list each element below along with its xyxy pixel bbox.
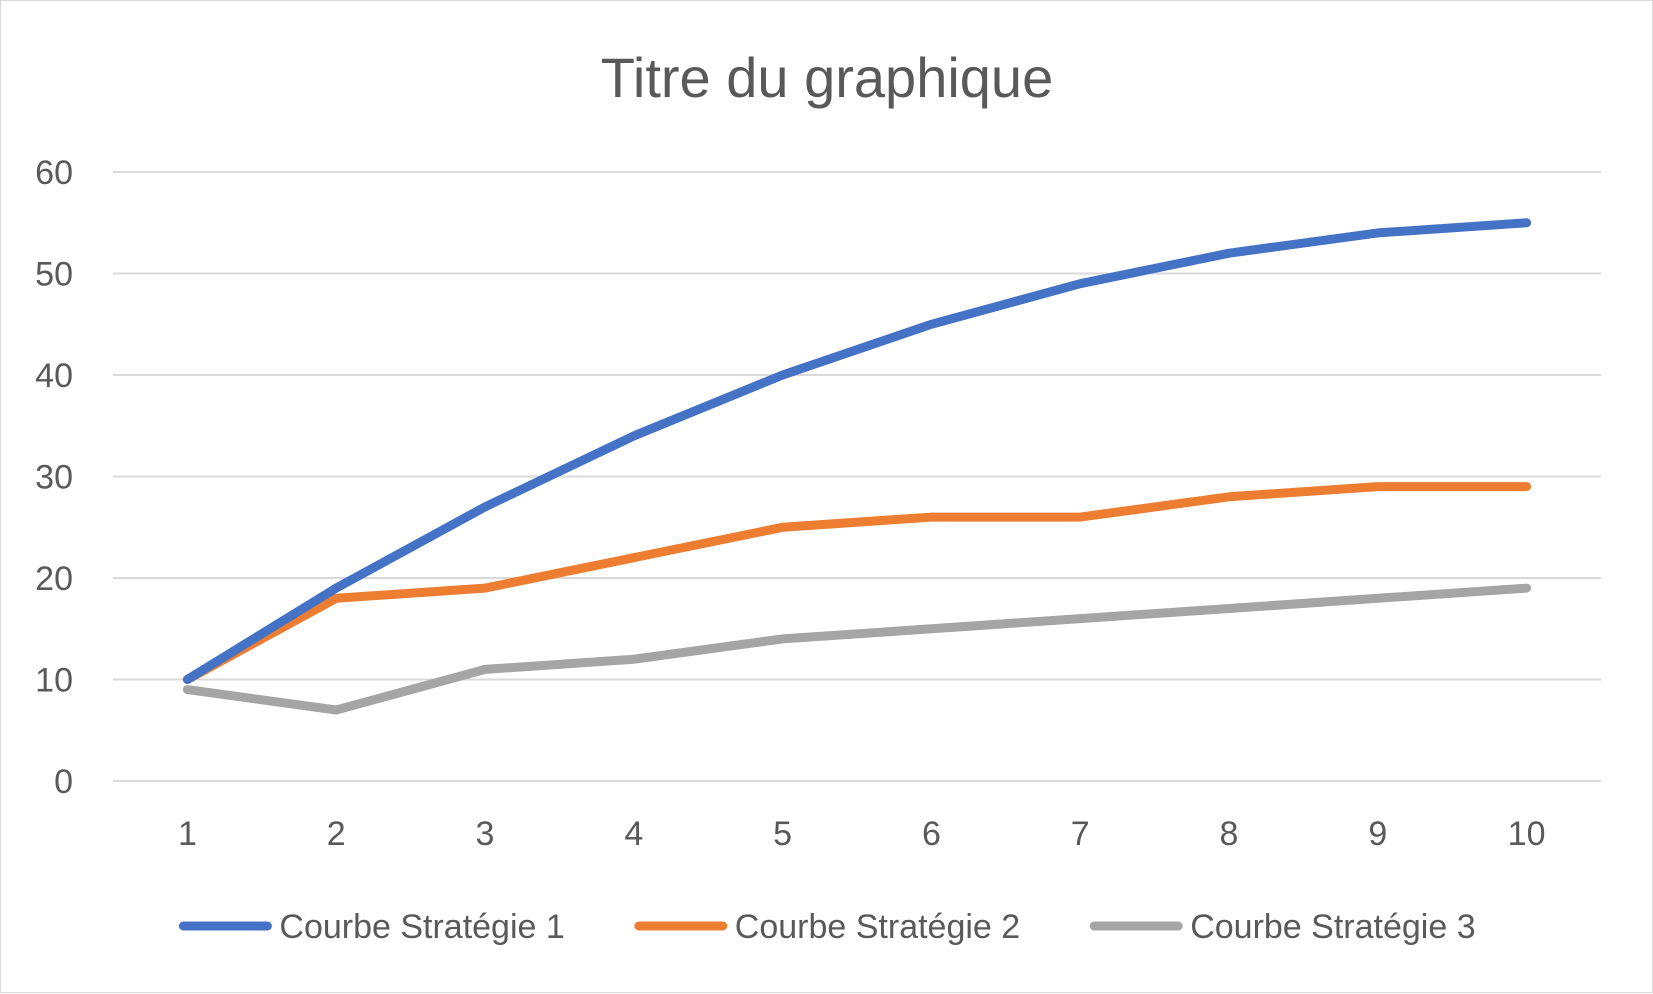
gridlines xyxy=(113,171,1601,782)
x-tick-label: 9 xyxy=(1368,815,1387,853)
series-line xyxy=(182,583,1532,715)
legend-label: Courbe Stratégie 1 xyxy=(279,908,564,946)
series-line xyxy=(182,218,1532,684)
x-tick-label: 10 xyxy=(1508,815,1546,853)
x-tick-label: 7 xyxy=(1071,815,1090,853)
chart-title: Titre du graphique xyxy=(601,46,1053,109)
x-tick-label: 1 xyxy=(178,815,197,853)
x-tick-label: 2 xyxy=(327,815,346,853)
x-axis-tick-labels: 1 2 3 4 5 6 7 8 9 10 xyxy=(178,815,1546,853)
legend-label: Courbe Stratégie 3 xyxy=(1190,908,1475,946)
x-tick-label: 6 xyxy=(922,815,941,853)
y-tick-label: 60 xyxy=(35,154,73,192)
y-tick-label: 20 xyxy=(35,560,73,598)
y-tick-label: 40 xyxy=(35,357,73,395)
y-tick-label: 30 xyxy=(35,459,73,497)
y-tick-label: 10 xyxy=(35,662,73,700)
y-tick-label: 0 xyxy=(54,763,73,801)
legend-label: Courbe Stratégie 2 xyxy=(735,908,1020,946)
series-line xyxy=(182,482,1532,684)
series-lines xyxy=(182,218,1532,715)
y-axis-tick-labels: 0 10 20 30 40 50 60 xyxy=(35,154,73,801)
x-tick-label: 5 xyxy=(773,815,792,853)
x-tick-label: 3 xyxy=(476,815,495,853)
x-tick-label: 4 xyxy=(624,815,643,853)
x-tick-label: 8 xyxy=(1220,815,1239,853)
legend: Courbe Stratégie 1 Courbe Stratégie 2 Cour… xyxy=(178,908,1476,946)
y-tick-label: 50 xyxy=(35,256,73,294)
